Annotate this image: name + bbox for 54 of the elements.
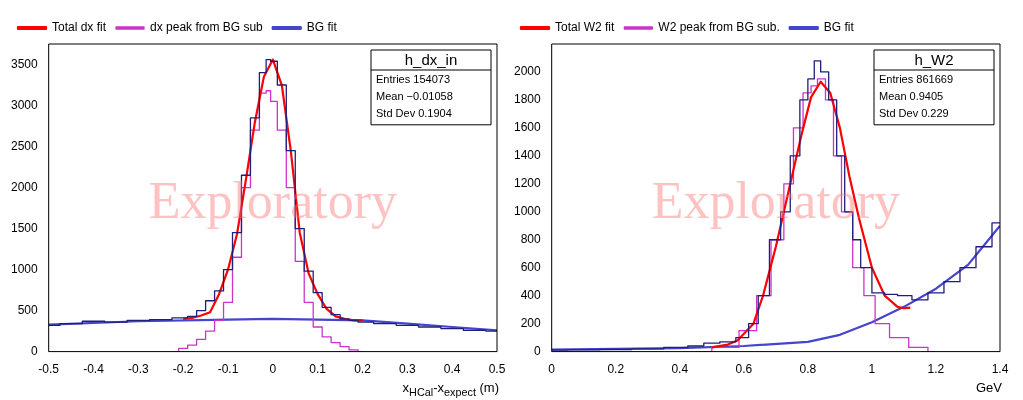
x-tick-label: 0.1 [309,362,327,377]
x-tick-label: 0.2 [354,362,372,377]
x-tick-label: 0.3 [399,362,416,377]
y-tick-label: 400 [520,287,542,302]
x-tick-label: 1 [868,362,876,377]
y-tick-label: 1000 [513,204,542,219]
y-tick-label: 1400 [513,148,542,163]
annotation: h_W2 [914,50,954,68]
x-tick-label: 0.6 [735,362,753,377]
x-tick-label: -0.3 [128,362,150,377]
y-tick-label: 500 [17,302,39,317]
annotation: Std Dev 0.229 [879,106,949,119]
x-tick-label: 0.2 [607,362,625,377]
y-tick-label: 600 [520,260,542,275]
y-tick-label: 1500 [10,220,39,235]
y-tick-label: 2000 [513,64,542,79]
legend-label: BG fit [823,20,855,35]
legend-label: W2 peak from BG sub. [658,20,780,35]
y-tick-label: 3000 [10,97,39,112]
y-tick-label: 0 [534,343,542,358]
y-tick-label: 1800 [513,92,542,107]
y-tick-label: 1000 [10,261,39,276]
y-tick-label: 3500 [10,56,39,71]
x-tick-label: 0 [548,362,556,377]
x-tick-label: 0.4 [443,362,461,377]
annotation: Mean −0.01058 [376,89,453,102]
x-tick-label: 0.8 [799,362,817,377]
x-tick-label: -0.1 [217,362,239,377]
annotation: Mean 0.9405 [879,89,944,102]
x-tick-label: 1.2 [927,362,945,377]
x-axis-title: x$_{HCal}$-x$_{expect}$ (m) [401,380,500,400]
x-tick-label: -0.4 [83,362,105,377]
annotation: h_dx_in [404,50,458,68]
legend-label: Total W2 fit [555,20,616,35]
legend-label: BG fit [306,20,338,35]
y-tick-label: 1600 [513,120,542,135]
x-tick-label: 0.4 [671,362,689,377]
x-tick-label: -0.2 [172,362,194,377]
y-tick-label: 800 [520,232,542,247]
x-tick-label: 0.5 [488,362,506,377]
y-tick-label: 0 [31,343,39,358]
y-tick-label: 2000 [10,179,39,194]
legend-label: dx peak from BG sub [150,20,264,35]
x-tick-label: 1.4 [991,362,1009,377]
annotation: Entries 154073 [376,72,450,85]
legend-label: Total dx fit [52,20,107,35]
x-tick-label: -0.5 [38,362,60,377]
x-axis-title: GeV [975,380,1003,396]
annotation: Entries 861669 [879,72,953,85]
annotation: Std Dev 0.1904 [376,106,452,119]
y-tick-label: 1200 [513,176,542,191]
y-tick-label: 2500 [10,138,39,153]
y-tick-label: 200 [520,315,542,330]
x-tick-label: 0 [269,362,277,377]
